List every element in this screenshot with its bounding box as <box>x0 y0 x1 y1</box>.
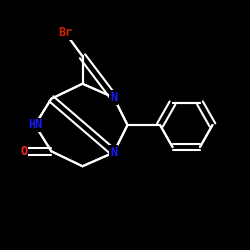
Text: N: N <box>110 91 117 104</box>
Text: HN: HN <box>28 118 42 132</box>
Text: N: N <box>110 146 117 159</box>
Text: Br: Br <box>58 26 72 39</box>
Text: O: O <box>20 145 27 158</box>
